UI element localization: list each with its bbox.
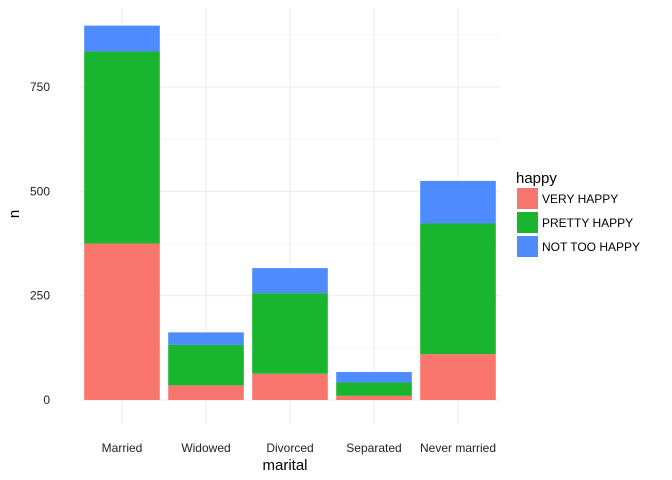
legend-key	[517, 212, 538, 233]
legend-title: happy	[516, 170, 557, 187]
legend-label: VERY HAPPY	[542, 192, 618, 206]
legend-items: VERY HAPPY PRETTY HAPPY NOT TOO HAPPY	[517, 188, 640, 257]
bar-segment-very-happy	[168, 385, 244, 400]
y-axis-ticks: 0 250 500 750	[30, 80, 50, 407]
bar-segment-pretty-happy	[252, 293, 328, 374]
x-tick-label: Married	[102, 441, 143, 455]
legend-key	[517, 188, 538, 209]
bar-segment-not-too-happy	[252, 268, 328, 294]
x-axis-title: marital	[262, 457, 307, 474]
x-tick-label: Separated	[346, 441, 401, 455]
bar-segment-very-happy	[84, 243, 160, 400]
y-tick-label: 500	[30, 184, 50, 198]
x-tick-label: Widowed	[181, 441, 230, 455]
bar-segment-very-happy	[336, 395, 412, 400]
bar-segment-pretty-happy	[336, 382, 412, 396]
x-tick-label: Divorced	[266, 441, 313, 455]
bar-segment-very-happy	[420, 354, 496, 400]
bar-segment-not-too-happy	[168, 332, 244, 345]
legend-key	[517, 236, 538, 257]
x-tick-label: Never married	[420, 441, 496, 455]
legend: happy VERY HAPPY PRETTY HAPPY NOT TOO HAPP…	[516, 170, 640, 257]
y-axis-title: n	[6, 210, 23, 218]
y-tick-label: 0	[43, 393, 50, 407]
bar-segment-pretty-happy	[84, 51, 160, 244]
x-axis-ticks: Married Widowed Divorced Separated Never mar…	[102, 441, 496, 455]
y-tick-label: 750	[30, 80, 50, 94]
bar-segment-not-too-happy	[84, 25, 160, 52]
bar-segment-not-too-happy	[420, 180, 496, 224]
bar-segment-pretty-happy	[168, 344, 244, 386]
bars	[84, 25, 496, 400]
bar-segment-not-too-happy	[336, 372, 412, 383]
bar-segment-pretty-happy	[420, 223, 496, 355]
bar-segment-very-happy	[252, 373, 328, 400]
legend-label: PRETTY HAPPY	[542, 216, 633, 230]
y-tick-label: 250	[30, 289, 50, 303]
legend-label: NOT TOO HAPPY	[542, 240, 640, 254]
